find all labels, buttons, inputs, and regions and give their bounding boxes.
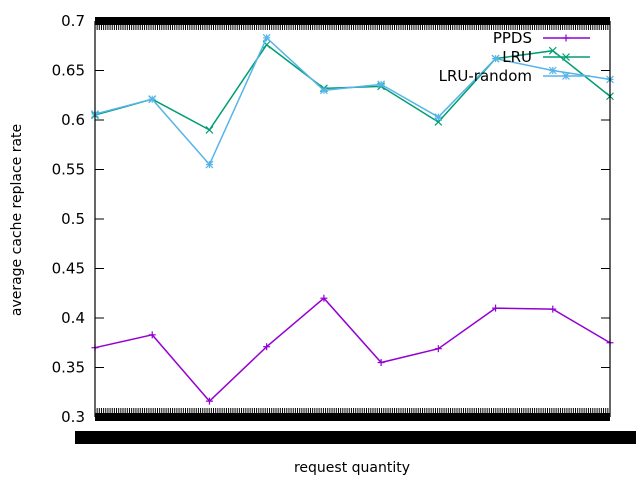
series-layer	[91, 33, 614, 405]
data-point-marker	[562, 53, 570, 61]
data-point-marker	[320, 294, 328, 302]
frame-top-border	[95, 17, 610, 25]
y-tick-label: 0.55	[52, 161, 85, 179]
marker-stroke	[548, 46, 557, 55]
marker-stroke	[377, 80, 386, 89]
marker-stroke	[548, 66, 557, 75]
data-point-marker	[562, 72, 570, 80]
legend-label: LRU	[502, 48, 532, 66]
marker-stroke	[148, 95, 157, 104]
x-axis-label: request quantity	[294, 460, 410, 476]
data-point-marker	[549, 305, 557, 313]
marker-stroke	[262, 33, 271, 42]
data-point-marker	[205, 125, 214, 134]
marker-stroke	[205, 160, 214, 169]
marker-stroke	[319, 86, 328, 95]
marker-stroke	[562, 72, 570, 80]
data-point-marker	[205, 397, 213, 405]
x-tick-labels-overlap	[75, 431, 636, 444]
data-point-marker	[548, 46, 557, 55]
legend-item-ppds: PPDS	[493, 29, 590, 47]
y-axis-label: average cache replace rate	[9, 124, 25, 316]
series-lru-random	[91, 33, 614, 169]
marker-stroke	[491, 54, 500, 63]
y-tick-label: 0.4	[61, 309, 85, 327]
data-point-marker	[434, 345, 442, 353]
series-ppds	[91, 294, 614, 405]
plot-frame	[94, 17, 611, 421]
legend-item-lru-random: LRU-random	[439, 67, 590, 85]
data-point-marker	[562, 34, 570, 42]
series-line	[94, 297, 611, 403]
y-tick-label: 0.3	[61, 408, 85, 426]
data-point-marker	[377, 80, 386, 89]
data-point-marker	[148, 95, 157, 104]
data-point-marker	[491, 54, 500, 63]
data-point-marker	[205, 160, 214, 169]
y-axis: 0.3 0.35 0.4 0.45 0.5 0.55 0.6 0.65 0.7	[52, 12, 610, 426]
marker-stroke	[562, 53, 570, 61]
marker-stroke	[262, 40, 271, 49]
series-line	[94, 36, 611, 166]
y-tick-label: 0.65	[52, 62, 85, 80]
data-point-marker	[263, 343, 271, 351]
legend-item-lru: LRU	[502, 48, 590, 66]
marker-stroke	[205, 125, 214, 134]
y-tick-label: 0.7	[61, 12, 85, 30]
x-axis	[75, 21, 636, 444]
data-point-marker	[434, 113, 443, 121]
frame-bottom-border	[95, 413, 610, 421]
legend-label: PPDS	[493, 29, 532, 47]
data-point-marker	[548, 66, 557, 75]
data-point-marker	[377, 359, 385, 367]
data-point-marker	[262, 33, 271, 42]
data-point-marker	[492, 304, 500, 312]
y-tick-label: 0.6	[61, 111, 85, 129]
data-point-marker	[148, 331, 156, 339]
legend-label: LRU-random	[439, 67, 532, 85]
y-tick-label: 0.5	[61, 210, 85, 228]
y-tick-label: 0.35	[52, 359, 85, 377]
data-point-marker	[319, 86, 328, 95]
y-tick-label: 0.45	[52, 260, 85, 278]
marker-stroke	[434, 113, 443, 121]
